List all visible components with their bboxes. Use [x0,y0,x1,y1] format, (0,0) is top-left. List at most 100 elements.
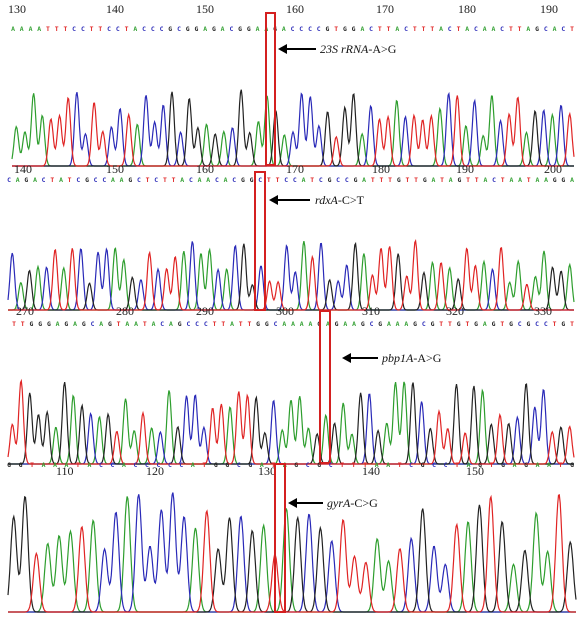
base-letter: A [191,461,195,469]
base-letter: T [310,176,314,184]
base-letter: G [378,320,382,328]
base-letter: T [276,176,280,184]
base-letter: A [282,320,286,328]
base-letter: G [526,320,530,328]
base-letter: A [152,320,156,328]
base-letter: G [423,176,427,184]
base-letter: C [237,461,241,469]
base-letter: G [553,176,557,184]
base-letter: T [430,25,434,33]
base-letter: T [570,25,574,33]
base-letter: G [328,176,332,184]
tick-label: 150 [106,162,124,176]
base-letter: A [544,176,548,184]
base-letter: T [465,320,469,328]
base-letter: A [169,320,173,328]
base-letter: T [68,176,72,184]
mutation-highlight-box [265,12,276,166]
base-letter: C [308,25,312,33]
base-letter: T [12,320,16,328]
base-letter: A [73,320,77,328]
pointer-arrow [342,353,378,363]
base-letter: T [50,176,54,184]
chromatogram-traces [7,492,577,613]
base-letter: T [352,461,356,469]
trace-t [8,493,576,613]
base-letter: G [250,176,254,184]
base-letter: G [168,25,172,33]
base-letter: A [467,461,471,469]
tick-label: 170 [286,162,304,176]
base-letter: T [21,320,25,328]
position-ticks: 140 150 160 170 180 190 200 [14,162,562,176]
base-letter: T [379,176,383,184]
base-letter: C [370,320,374,328]
base-letter: C [81,25,85,33]
base-letter: G [524,461,528,469]
base-letter: A [395,25,399,33]
base-letter: A [53,461,57,469]
base-letter: C [319,176,323,184]
trace-t [8,238,574,311]
chromatogram-traces [7,238,575,311]
base-letter: T [125,25,129,33]
base-letter: G [421,461,425,469]
tick-label: 180 [458,2,476,16]
base-letter: G [248,461,252,469]
base-letter: C [448,25,452,33]
base-letter: C [444,461,448,469]
base-letter: T [163,176,167,184]
base-letter: A [483,176,487,184]
base-letter: C [432,461,436,469]
base-letter: T [388,176,392,184]
base-letter: C [492,176,496,184]
base-letter: A [87,461,91,469]
base-letter: G [24,176,28,184]
mutation-label: gyrA-C>G [327,496,378,510]
base-letter: A [11,25,15,33]
base-letter: A [526,25,530,33]
mutation-label: 23S rRNA-A>G [320,42,397,56]
tick-label: 200 [544,162,562,176]
base-letter: A [180,176,184,184]
base-letter: G [85,176,89,184]
base-letter: C [154,176,158,184]
base-letter: C [156,461,160,469]
base-letter: C [7,176,11,184]
chromatogram-traces [7,378,575,465]
base-letter: C [409,461,413,469]
base-letter: C [215,176,219,184]
base-letter: T [363,461,367,469]
base-letter: G [492,320,496,328]
tick-label: 150 [466,464,484,478]
mutation-label: pbp1A-A>G [381,351,442,365]
base-letter: A [120,176,124,184]
base-letter: C [133,461,137,469]
tick-label: 320 [446,304,464,318]
base-letter: A [483,25,487,33]
base-letter: T [371,176,375,184]
base-letter: C [544,25,548,33]
base-letter: T [146,176,150,184]
mutation-highlight-box [319,310,331,464]
base-letter: A [375,461,379,469]
base-letter: C [500,25,504,33]
base-letter: C [151,25,155,33]
tick-label: 330 [534,304,552,318]
base-letter: T [509,25,513,33]
base-letter: C [116,25,120,33]
base-letter: T [239,320,243,328]
base-letter: C [299,25,303,33]
tick-label: 170 [376,2,394,16]
base-letter: C [369,25,373,33]
base-letter: C [284,176,288,184]
pointer-arrow [269,195,310,205]
base-letter: A [300,320,304,328]
base-letter: T [440,176,444,184]
position-ticks: 110 120 130 140 150 [56,464,484,478]
pointer-arrow [288,498,323,508]
base-letter: T [570,320,574,328]
